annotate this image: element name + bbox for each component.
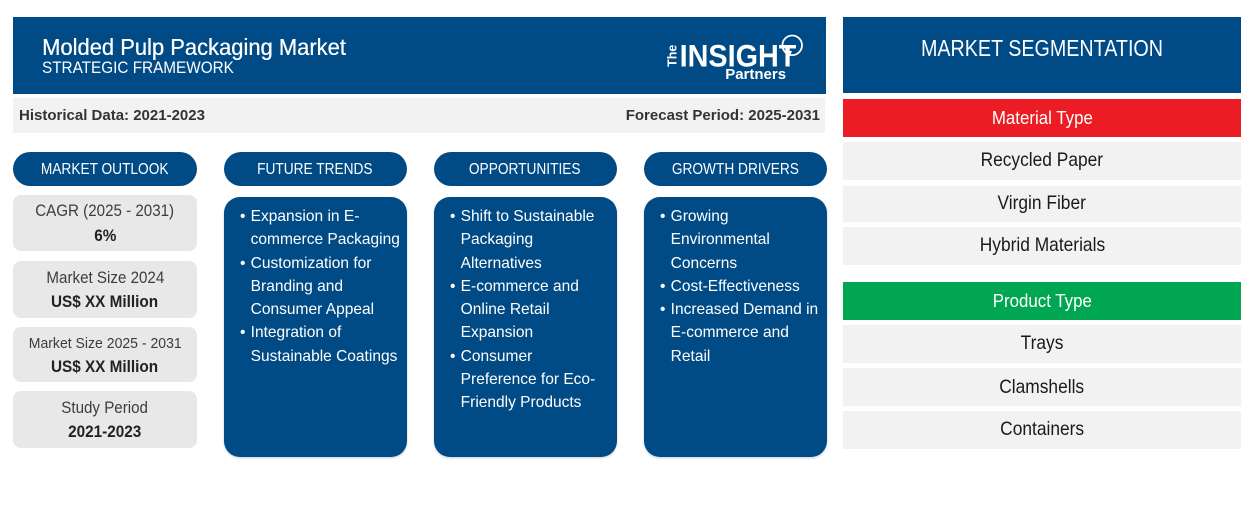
- svg-text:INSIGHT: INSIGHT: [680, 39, 797, 73]
- svg-text:The: The: [666, 45, 680, 67]
- svg-text:Partners: Partners: [725, 66, 786, 83]
